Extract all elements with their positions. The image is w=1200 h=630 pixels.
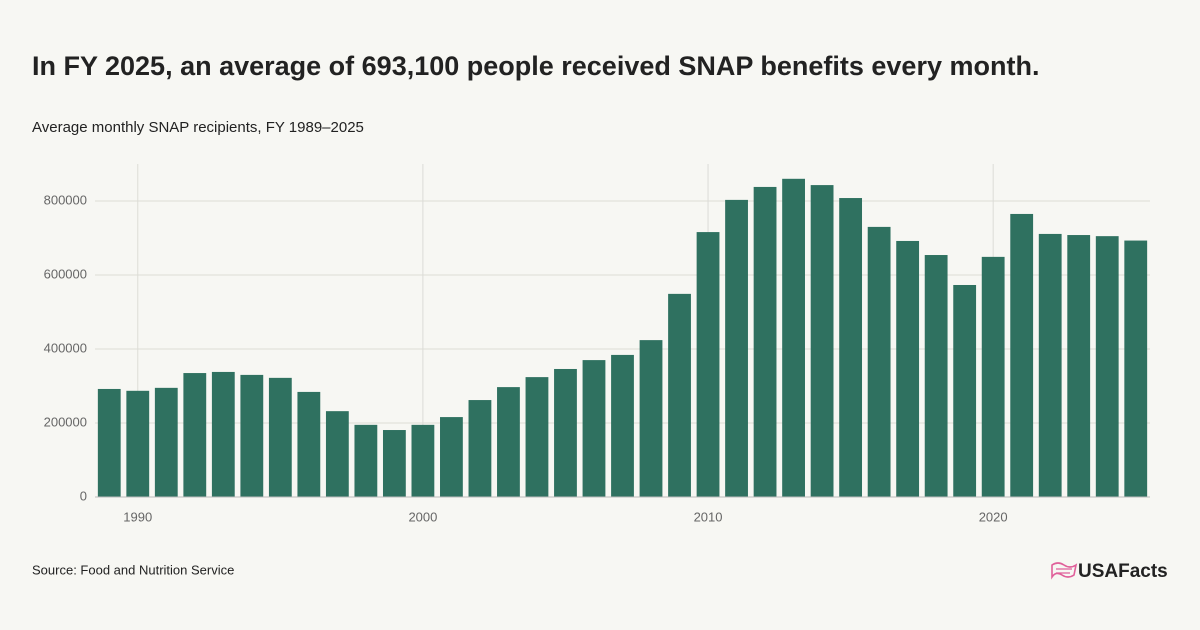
bar <box>924 255 948 497</box>
bar <box>497 387 520 497</box>
bar <box>411 424 435 497</box>
bar <box>382 430 406 497</box>
bar <box>240 374 264 497</box>
bar <box>468 400 492 497</box>
logo: USAFacts <box>1078 561 1168 582</box>
bar <box>668 293 691 497</box>
x-tick-label: 2020 <box>979 509 1008 524</box>
bar <box>953 284 977 497</box>
chart-subtitle: Average monthly SNAP recipients, FY 1989… <box>32 119 364 136</box>
chart-title: In FY 2025, an average of 693,100 people… <box>32 51 1039 81</box>
logo-icon <box>1051 562 1078 580</box>
y-tick-label: 0 <box>80 488 87 503</box>
bar <box>97 388 121 497</box>
bar <box>1067 235 1091 498</box>
bar <box>981 256 1005 497</box>
x-tick-label: 2000 <box>408 509 437 524</box>
y-tick-label: 600000 <box>44 266 87 281</box>
y-tick-label: 200000 <box>44 414 87 429</box>
bar <box>297 391 321 497</box>
bar <box>1010 213 1034 497</box>
bar <box>126 390 150 497</box>
bar <box>582 360 606 497</box>
bar <box>525 377 549 497</box>
y-tick-label: 800000 <box>44 192 87 207</box>
bar <box>782 178 805 498</box>
bar <box>440 417 463 497</box>
bar <box>696 232 720 497</box>
x-tick-label: 2010 <box>694 509 723 524</box>
x-tick-label: 1990 <box>123 509 152 524</box>
bar <box>896 240 920 497</box>
bar <box>154 387 178 497</box>
bar <box>1038 233 1062 497</box>
bar <box>268 377 292 497</box>
bar <box>354 424 378 497</box>
y-tick-label: 400000 <box>44 340 87 355</box>
bar <box>867 226 891 497</box>
bar <box>611 354 634 497</box>
bar <box>839 198 863 498</box>
bar <box>639 340 663 497</box>
bar <box>725 199 748 497</box>
bar <box>554 368 577 497</box>
bar <box>753 186 777 497</box>
source: Source: Food and Nutrition Service <box>32 562 234 577</box>
bar <box>211 371 235 497</box>
bar <box>810 185 834 497</box>
bar <box>1124 240 1148 498</box>
bar <box>1095 236 1119 497</box>
bar <box>183 373 207 497</box>
bar <box>325 411 349 497</box>
